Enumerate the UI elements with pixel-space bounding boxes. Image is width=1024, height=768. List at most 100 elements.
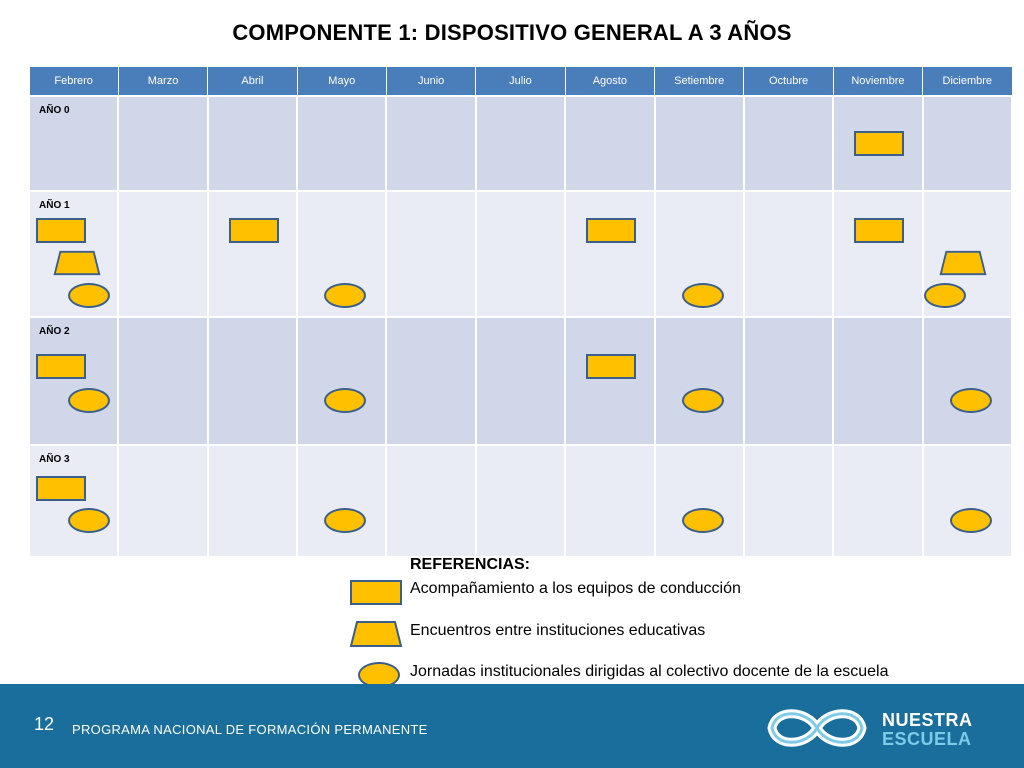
schedule-cell: AÑO 1	[27, 190, 120, 318]
schedule-cell	[653, 444, 745, 558]
marker-ellipse-icon	[324, 283, 367, 308]
marker-ellipse-icon	[681, 388, 724, 413]
schedule-cell	[206, 316, 299, 446]
schedule-cell	[564, 190, 656, 318]
marker-ellipse-icon	[68, 508, 110, 533]
schedule-row: AÑO 1	[27, 190, 1014, 318]
schedule-cell	[385, 95, 477, 192]
marker-trapezoid-icon	[53, 250, 101, 276]
schedule-cell	[564, 316, 656, 446]
schedule-cell	[206, 190, 299, 318]
schedule-cell	[832, 190, 924, 318]
schedule-table: Febrero Marzo Abril Mayo Junio Julio Ago…	[27, 66, 1014, 558]
schedule-cell	[564, 444, 656, 558]
marker-ellipse-icon	[324, 388, 367, 413]
marker-ellipse-icon	[68, 283, 110, 308]
schedule-cell	[921, 444, 1014, 558]
schedule-cell	[206, 95, 299, 192]
schedule-cell	[117, 95, 209, 192]
legend-trapezoid-icon	[349, 621, 403, 647]
row-label: AÑO 2	[39, 326, 70, 337]
footer-bar: 12 PROGRAMA NACIONAL DE FORMACIÓN PERMAN…	[0, 684, 1024, 768]
schedule-cell	[921, 316, 1014, 446]
schedule-cell	[832, 95, 924, 192]
schedule-cell	[117, 444, 209, 558]
schedule-cell	[296, 95, 388, 192]
schedule-cell	[296, 444, 388, 558]
month-header: Setiembre	[654, 66, 745, 97]
schedule-cell: AÑO 3	[27, 444, 120, 558]
nuestra-escuela-logo: NUESTRA ESCUELA	[762, 698, 982, 758]
schedule-cell: AÑO 0	[27, 95, 120, 192]
month-header: Agosto	[564, 66, 656, 97]
month-header: Noviembre	[832, 66, 924, 97]
marker-rectangle-icon	[36, 354, 86, 379]
logo-text-line2: ESCUELA	[882, 729, 972, 749]
schedule-row: AÑO 3	[27, 444, 1014, 558]
row-label: AÑO 0	[39, 105, 70, 116]
schedule-cell	[742, 95, 835, 192]
program-name: PROGRAMA NACIONAL DE FORMACIÓN PERMANENT…	[72, 722, 428, 737]
month-header: Mayo	[296, 66, 387, 97]
marker-ellipse-icon	[681, 283, 724, 308]
schedule-cell	[117, 316, 209, 446]
marker-ellipse-icon	[324, 508, 367, 533]
page-number: 12	[34, 714, 55, 734]
legend-label-trapezoid: Encuentros entre instituciones educativa…	[410, 622, 706, 639]
schedule-cell	[474, 190, 567, 318]
marker-rectangle-icon	[586, 218, 637, 243]
schedule-cell	[921, 190, 1014, 318]
marker-ellipse-icon	[923, 283, 966, 308]
month-header: Abril	[207, 66, 298, 97]
marker-rectangle-icon	[854, 218, 905, 243]
schedule-cell	[385, 444, 477, 558]
row-label: AÑO 3	[39, 454, 70, 465]
schedule-cell	[742, 190, 835, 318]
schedule-cell	[653, 190, 745, 318]
schedule-cell	[921, 95, 1014, 192]
marker-rectangle-icon	[36, 218, 86, 243]
schedule-cell	[564, 95, 656, 192]
marker-rectangle-icon	[586, 354, 637, 379]
marker-ellipse-icon	[949, 508, 992, 533]
schedule-cell	[385, 316, 477, 446]
month-header: Junio	[385, 66, 477, 97]
legend-rectangle-icon	[350, 580, 402, 605]
schedule-cell	[742, 444, 835, 558]
schedule-cell	[742, 316, 835, 446]
marker-trapezoid-icon	[939, 250, 987, 276]
schedule-cell	[832, 444, 924, 558]
schedule-cell	[385, 190, 477, 318]
schedule-row: AÑO 2	[27, 316, 1014, 446]
schedule-cell	[296, 316, 388, 446]
month-header-row: Febrero Marzo Abril Mayo Junio Julio Ago…	[28, 66, 1013, 97]
schedule-cell	[474, 95, 567, 192]
marker-ellipse-icon	[68, 388, 110, 413]
infinity-logo-icon	[767, 709, 867, 747]
marker-rectangle-icon	[854, 131, 905, 156]
schedule-cell	[653, 95, 745, 192]
month-header: Julio	[475, 66, 566, 97]
schedule-cell	[206, 444, 299, 558]
marker-rectangle-icon	[36, 476, 86, 501]
marker-rectangle-icon	[228, 218, 279, 243]
schedule-cell	[117, 190, 209, 318]
schedule-cell	[474, 444, 567, 558]
schedule-cell	[474, 316, 567, 446]
marker-ellipse-icon	[949, 388, 992, 413]
schedule-row: AÑO 0	[27, 95, 1014, 192]
month-header: Diciembre	[922, 66, 1013, 97]
schedule-cell: AÑO 2	[27, 316, 120, 446]
schedule-cell	[653, 316, 745, 446]
month-header: Octubre	[743, 66, 834, 97]
schedule-cell	[832, 316, 924, 446]
row-label: AÑO 1	[39, 200, 70, 211]
legend-label-rectangle: Acompañamiento a los equipos de conducci…	[410, 580, 741, 597]
month-header: Marzo	[117, 66, 209, 97]
legend-label-ellipse: Jornadas institucionales dirigidas al co…	[410, 663, 889, 680]
logo-text-line1: NUESTRA	[882, 710, 973, 730]
month-header: Febrero	[28, 66, 119, 97]
slide-title: COMPONENTE 1: DISPOSITIVO GENERAL A 3 AÑ…	[232, 20, 792, 45]
schedule-cell	[296, 190, 388, 318]
legend-title: REFERENCIAS:	[410, 556, 531, 573]
